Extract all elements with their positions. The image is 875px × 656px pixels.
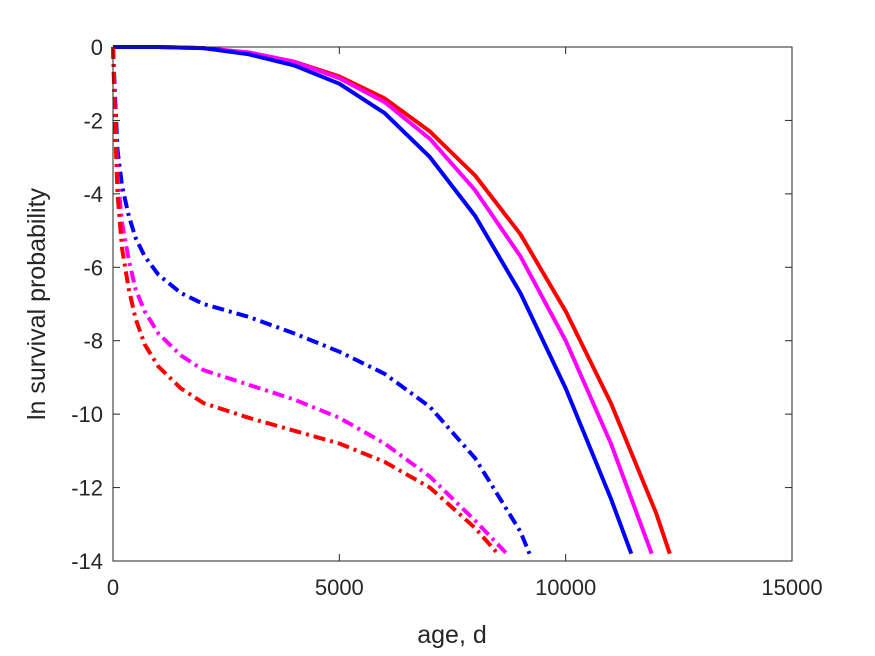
tick-layer: 0 5000 10000 15000 0 -2 -4 -6 -8 -10 -12 -14: [71, 35, 822, 600]
y-tick-label: 0: [91, 35, 103, 60]
x-axis-title: age, d: [417, 621, 487, 649]
y-tick-label: -12: [71, 476, 103, 501]
plot-frame: [112, 46, 793, 562]
y-tick-label: -2: [83, 108, 103, 133]
plot-background: [113, 47, 792, 561]
x-tick-label: 5000: [315, 575, 364, 600]
series-layer: [111, 45, 672, 556]
y-tick-label: -8: [83, 329, 103, 354]
x-tick-label: 15000: [761, 575, 822, 600]
y-tick-label: -4: [83, 182, 103, 207]
x-tick-label: 10000: [535, 575, 596, 600]
x-tick-label: 0: [107, 575, 119, 600]
series-line-6: [111, 46, 500, 556]
y-tick-label: -14: [71, 549, 103, 574]
series-line-4: [111, 46, 532, 555]
y-axis-title: ln survival probability: [23, 187, 51, 420]
series-line-3: [113, 45, 634, 555]
y-tick-label: -10: [71, 402, 103, 427]
y-tick-label: -6: [83, 255, 103, 280]
